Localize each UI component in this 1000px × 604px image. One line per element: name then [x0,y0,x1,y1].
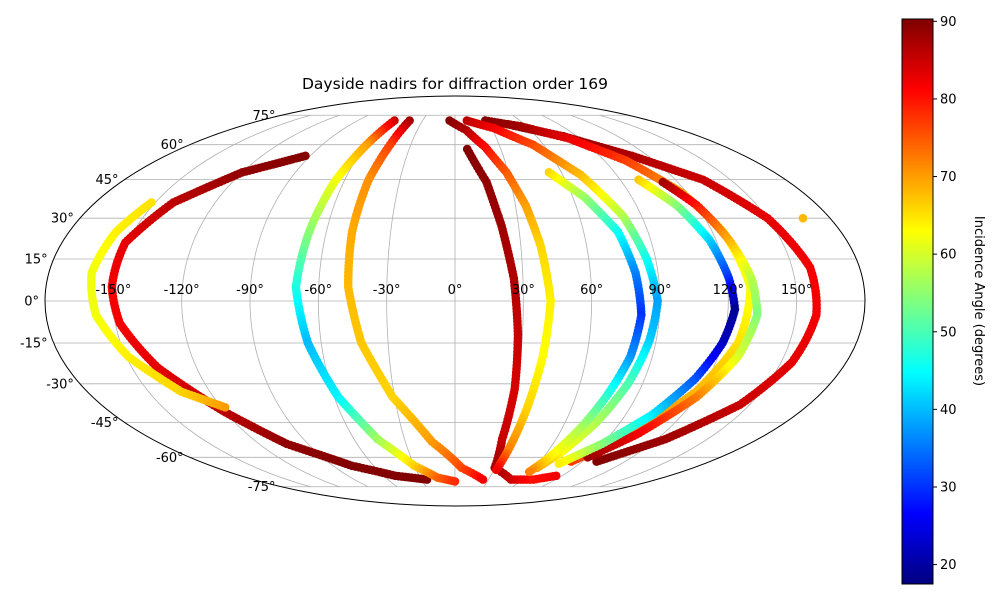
chart-title: Dayside nadirs for diffraction order 169 [302,75,608,93]
longitude-tick-labels: -150° -120° -90° -60° -30° 0° 30° 60° 90° 120° 150… [95,283,812,298]
colorbar-tick-label: 90 [940,15,957,30]
latitude-tick-label: 30° [51,212,74,227]
grid-meridian [249,114,369,488]
longitude-tick-label: 90° [648,283,671,298]
longitude-tick-label: 150° [781,283,812,298]
latitude-tick-label: -75° [248,480,276,495]
colorbar-ticks: 20 30 40 50 60 70 80 90 [933,15,957,573]
data-point [798,213,808,223]
data-points [87,116,821,486]
latitude-tick-label: -60° [156,451,184,466]
longitude-tick-label: 60° [580,283,603,298]
longitude-tick-label: -90° [236,283,264,298]
latitude-tick-label: 15° [25,253,48,268]
longitude-tick-label: 120° [713,283,744,298]
data-point [478,475,488,484]
longitude-tick-label: -150° [95,283,131,298]
latitude-tick-label: -15° [20,336,48,351]
longitude-tick-label: 0° [448,283,463,298]
data-point [551,471,561,481]
latitude-tick-label: 75° [252,109,275,124]
colorbar: 20 30 40 50 60 70 80 90 Incidence Angle (degree… [901,15,986,585]
colorbar-tick-label: 20 [940,558,957,573]
map-outline [44,95,866,507]
data-point [524,467,534,477]
grid-meridian [386,115,427,487]
data-point [554,459,564,468]
grid-meridian [599,114,798,488]
longitude-tick-label: -120° [164,283,200,298]
colorbar-tick-label: 30 [940,480,957,495]
latitude-tick-label: -45° [91,416,119,431]
longitude-tick-label: 30° [512,283,535,298]
colorbar-label: Incidence Angle (degrees) [971,216,986,386]
latitude-tick-labels: 75° 60° 45° 30° 15° 0° -15° -30° -45° -60° -75° [20,109,276,495]
grid-meridian [512,114,593,488]
data-point [450,477,460,486]
longitude-tick-label: -60° [304,283,332,298]
latitude-tick-label: 60° [161,138,184,153]
data-point [592,457,601,466]
latitude-tick-label: 45° [96,173,119,188]
colorbar-tick-label: 60 [940,248,957,263]
data-point [220,403,230,412]
longitude-tick-label: -30° [373,283,401,298]
colorbar-gradient [901,18,934,585]
latitude-tick-label: -30° [46,377,74,392]
latitude-tick-label: 0° [24,295,39,310]
colorbar-tick-label: 80 [940,92,957,107]
colorbar-tick-label: 50 [940,325,957,340]
graticule [45,114,865,488]
data-point [492,465,501,475]
colorbar-tick-label: 70 [940,170,957,185]
colorbar-tick-label: 40 [940,403,957,418]
